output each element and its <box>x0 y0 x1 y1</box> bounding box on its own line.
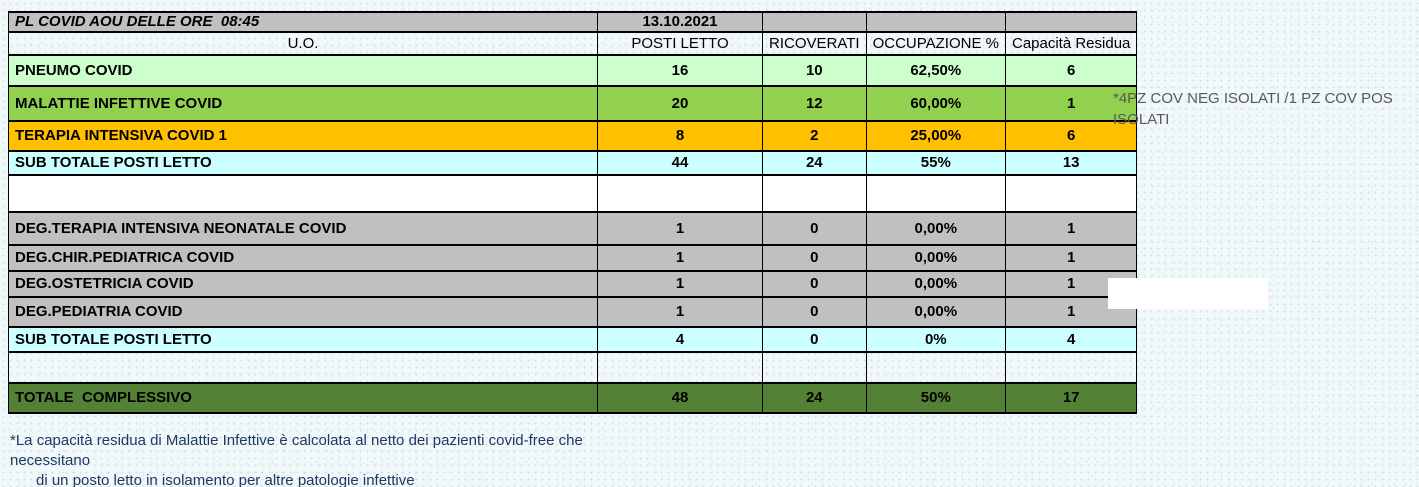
table-row: DEG.CHIR.PEDIATRICA COVID 1 0 0,00% 1 <box>8 244 1138 272</box>
table-row: SUB TOTALE POSTI LETTO 4 0 0% 4 <box>8 326 1138 353</box>
cell-occupazione: 0,00% <box>865 296 1006 328</box>
cell-posti-letto: 20 <box>597 85 763 122</box>
cell-occupazione <box>865 174 1006 213</box>
cell-capacita-residua: 1 <box>1004 211 1138 246</box>
row-label: TOTALE COMPLESSIVO <box>8 382 598 414</box>
cell-ricoverati: 24 <box>762 382 867 414</box>
cell-posti-letto: 1 <box>597 270 763 298</box>
cell-ricoverati: 0 <box>762 296 867 328</box>
cell-posti-letto: 8 <box>597 120 763 152</box>
cell-ricoverati: 0 <box>762 326 867 353</box>
cell-capacita-residua: 4 <box>1004 326 1138 353</box>
row-label: SUB TOTALE POSTI LETTO <box>8 150 598 176</box>
covid-beds-table: PL COVID AOU DELLE ORE 08:45 13.10.2021 … <box>8 11 1138 414</box>
table-row: TOTALE COMPLESSIVO 48 24 50% 17 <box>8 382 1138 414</box>
cell-capacita-residua: 6 <box>1004 120 1138 152</box>
cell-capacita-residua: 13 <box>1004 150 1138 176</box>
row-label: MALATTIE INFETTIVE COVID <box>8 85 598 122</box>
footnote-line-3: di un posto letto in isolamento per altr… <box>36 472 415 487</box>
row-label: PNEUMO COVID <box>8 54 598 87</box>
col-header-capacita-residua: Capacità Residua <box>1004 31 1138 56</box>
cell-posti-letto: 44 <box>597 150 763 176</box>
cell-occupazione: 50% <box>865 382 1006 414</box>
white-patch <box>1108 278 1268 309</box>
cell-occupazione: 25,00% <box>865 120 1006 152</box>
covid-beds-table-wrap: PL COVID AOU DELLE ORE 08:45 13.10.2021 … <box>8 11 1138 414</box>
col-header-uo: U.O. <box>8 31 598 56</box>
cell-posti-letto: 16 <box>597 54 763 87</box>
col-header-occupazione: OCCUPAZIONE % <box>865 31 1006 56</box>
row-label: DEG.CHIR.PEDIATRICA COVID <box>8 244 598 272</box>
cell-ricoverati <box>762 351 867 384</box>
row-label: DEG.TERAPIA INTENSIVA NEONATALE COVID <box>8 211 598 246</box>
cell-capacita-residua <box>1004 174 1138 213</box>
table-row: SUB TOTALE POSTI LETTO 44 24 55% 13 <box>8 150 1138 176</box>
report-title: PL COVID AOU DELLE ORE 08:45 <box>8 11 598 33</box>
title-row: PL COVID AOU DELLE ORE 08:45 13.10.2021 <box>8 11 1138 33</box>
row-label: DEG.PEDIATRIA COVID <box>8 296 598 328</box>
isolated-patients-note: *4PZ COV NEG ISOLATI /1 PZ COV POS ISOLA… <box>1113 90 1393 128</box>
header-empty-cell <box>762 11 867 33</box>
table-row: DEG.OSTETRICIA COVID 1 0 0,00% 1 <box>8 270 1138 298</box>
col-header-ricoverati: RICOVERATI <box>762 31 867 56</box>
table-row: MALATTIE INFETTIVE COVID 20 12 60,00% 1 <box>8 85 1138 122</box>
cell-ricoverati: 0 <box>762 211 867 246</box>
header-empty-cell <box>1004 11 1138 33</box>
row-label: SUB TOTALE POSTI LETTO <box>8 326 598 353</box>
cell-posti-letto <box>597 174 763 213</box>
cell-occupazione: 60,00% <box>865 85 1006 122</box>
cell-posti-letto: 1 <box>597 244 763 272</box>
table-body: PL COVID AOU DELLE ORE 08:45 13.10.2021 … <box>8 11 1138 414</box>
table-row: PNEUMO COVID 16 10 62,50% 6 <box>8 54 1138 87</box>
row-label <box>8 351 598 384</box>
row-label <box>8 174 598 213</box>
cell-posti-letto <box>597 351 763 384</box>
column-header-row: U.O. POSTI LETTO RICOVERATI OCCUPAZIONE … <box>8 31 1138 56</box>
header-empty-cell <box>865 11 1006 33</box>
table-row: DEG.PEDIATRIA COVID 1 0 0,00% 1 <box>8 296 1138 328</box>
cell-ricoverati: 24 <box>762 150 867 176</box>
report-date: 13.10.2021 <box>597 11 763 33</box>
capacity-footnote: *La capacità residua di Malattie Infetti… <box>10 431 630 487</box>
cell-occupazione <box>865 351 1006 384</box>
cell-occupazione: 0,00% <box>865 244 1006 272</box>
cell-capacita-residua: 1 <box>1004 85 1138 122</box>
cell-posti-letto: 1 <box>597 296 763 328</box>
cell-capacita-residua: 17 <box>1004 382 1138 414</box>
cell-occupazione: 62,50% <box>865 54 1006 87</box>
cell-capacita-residua <box>1004 351 1138 384</box>
col-header-posti-letto: POSTI LETTO <box>597 31 763 56</box>
cell-occupazione: 0% <box>865 326 1006 353</box>
cell-capacita-residua: 1 <box>1004 244 1138 272</box>
spacer-row <box>8 351 1138 384</box>
cell-posti-letto: 1 <box>597 211 763 246</box>
row-label: DEG.OSTETRICIA COVID <box>8 270 598 298</box>
cell-ricoverati: 0 <box>762 270 867 298</box>
row-label: TERAPIA INTENSIVA COVID 1 <box>8 120 598 152</box>
cell-capacita-residua: 6 <box>1004 54 1138 87</box>
table-row: TERAPIA INTENSIVA COVID 1 8 2 25,00% 6 <box>8 120 1138 152</box>
cell-occupazione: 55% <box>865 150 1006 176</box>
cell-ricoverati: 10 <box>762 54 867 87</box>
cell-occupazione: 0,00% <box>865 270 1006 298</box>
cell-ricoverati: 2 <box>762 120 867 152</box>
table-row: DEG.TERAPIA INTENSIVA NEONATALE COVID 1 0 0… <box>8 211 1138 246</box>
spacer-row <box>8 174 1138 213</box>
cell-ricoverati: 12 <box>762 85 867 122</box>
cell-posti-letto: 48 <box>597 382 763 414</box>
cell-posti-letto: 4 <box>597 326 763 353</box>
cell-occupazione: 0,00% <box>865 211 1006 246</box>
cell-ricoverati: 0 <box>762 244 867 272</box>
footnote-line-2: necessitano <box>10 452 91 469</box>
cell-ricoverati <box>762 174 867 213</box>
footnote-line-1: *La capacità residua di Malattie Infetti… <box>10 432 583 449</box>
